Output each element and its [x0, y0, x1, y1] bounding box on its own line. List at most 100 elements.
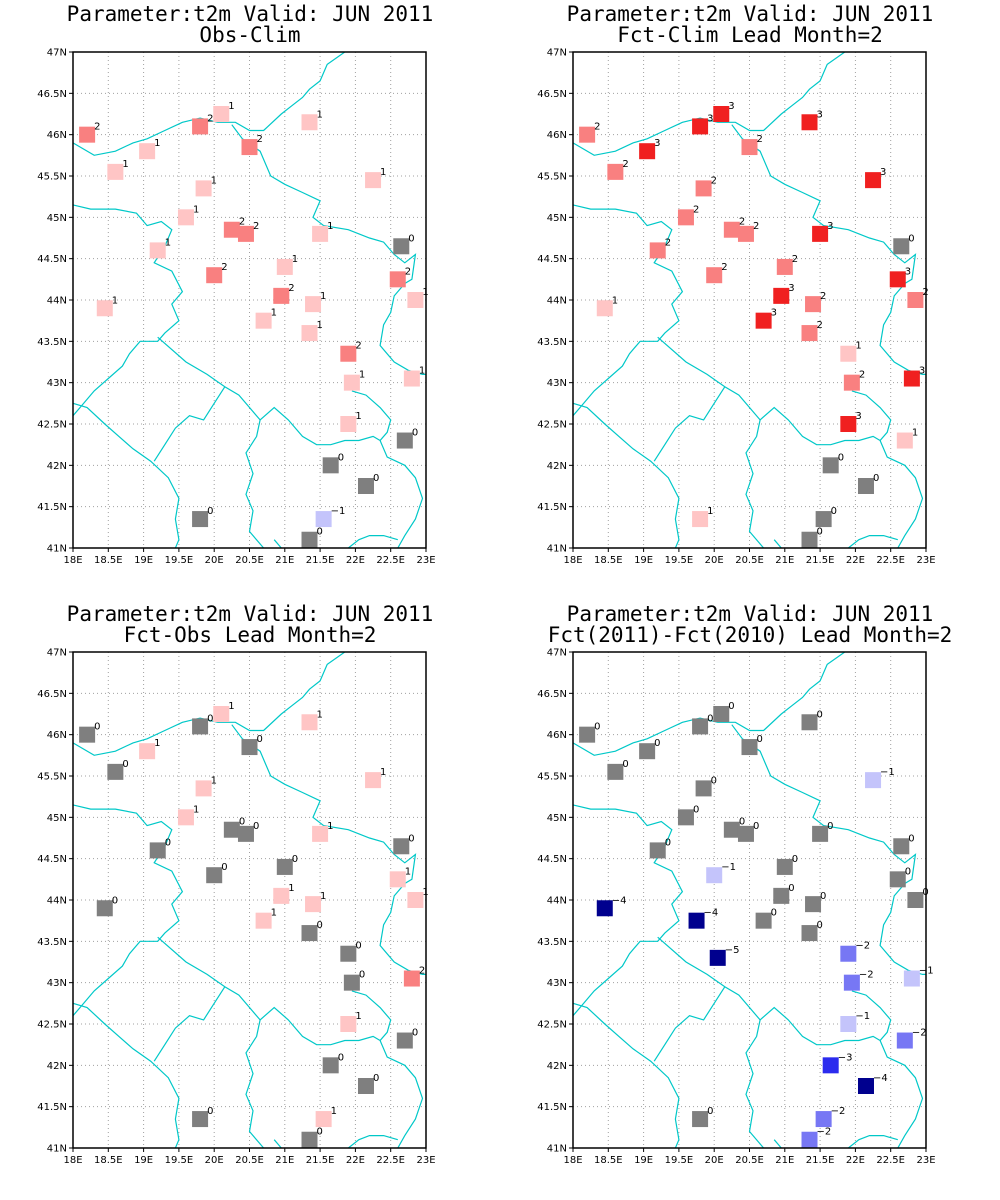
- border-line: [72, 1002, 180, 1149]
- station-marker: [801, 925, 818, 942]
- border-line: [153, 986, 226, 1062]
- station-value-label: 1: [359, 370, 365, 381]
- axes: 18E 18.5E 19E 19.5E 20E 20.5E 21E 21.5E 22E 22.5E…: [537, 648, 935, 1167]
- y-tick-label: 42.5N: [37, 420, 67, 431]
- station-marker: [192, 1111, 209, 1128]
- station-value-label: −5: [725, 945, 740, 956]
- border-line: [847, 534, 898, 549]
- borders: [72, 651, 426, 1149]
- station-value-label: 1: [271, 308, 277, 319]
- station-value-label: 0: [207, 1106, 213, 1117]
- station-value-label: 0: [292, 854, 298, 865]
- station-value-label: 2: [594, 122, 600, 133]
- station-marker: [357, 478, 374, 494]
- border-line: [851, 990, 892, 1041]
- panel-fct-clim: Parameter:t2m Valid: JUN 2011 Fct-Clim Le…: [500, 0, 1000, 580]
- border-line: [273, 539, 282, 549]
- station-value-label: 1: [228, 701, 234, 712]
- station-marker: [903, 970, 920, 987]
- x-tick-label: 20E: [705, 555, 724, 566]
- station-value-label: 0: [693, 804, 699, 815]
- station-marker: [340, 416, 357, 432]
- x-tick-label: 21.5E: [306, 555, 335, 566]
- station-marker: [801, 1131, 818, 1148]
- y-tick-label: 44N: [547, 296, 567, 307]
- station-value-label: −4: [612, 895, 627, 906]
- station-marker: [177, 809, 194, 826]
- station-value-label: 1: [405, 866, 411, 877]
- station-marker: [805, 896, 822, 913]
- station-marker: [801, 325, 818, 342]
- y-tick-label: 42.5N: [537, 1020, 567, 1031]
- station-value-label: 0: [165, 837, 171, 848]
- station-marker: [639, 143, 656, 160]
- border-line: [879, 440, 924, 549]
- station-value-label: 2: [207, 113, 213, 124]
- station-value-label: 1: [154, 738, 160, 749]
- station-marker: [403, 970, 420, 987]
- border-line: [72, 804, 184, 1017]
- station-marker: [237, 825, 254, 842]
- station-value-label: 0: [665, 837, 671, 848]
- border-line: [572, 1002, 680, 1149]
- y-tick-label: 43N: [547, 978, 567, 989]
- station-marker: [79, 126, 96, 143]
- station-value-label: −2: [912, 1028, 927, 1039]
- x-tick-label: 21.5E: [806, 1155, 835, 1166]
- station-value-label: −2: [855, 941, 870, 952]
- station-marker: [301, 531, 318, 548]
- y-tick-label: 47N: [547, 648, 567, 659]
- y-tick-label: 44.5N: [537, 854, 567, 865]
- y-tick-label: 43.5N: [537, 337, 567, 348]
- station-marker: [139, 143, 156, 160]
- station-marker: [206, 867, 223, 884]
- station-marker: [713, 106, 730, 122]
- station-marker: [649, 842, 666, 859]
- station-marker: [896, 432, 913, 449]
- x-tick-label: 20.5E: [235, 555, 264, 566]
- y-tick-label: 45N: [547, 213, 567, 224]
- x-tick-label: 19E: [134, 555, 153, 566]
- station-marker: [149, 842, 166, 859]
- y-tick-label: 41N: [547, 1144, 567, 1155]
- border-line: [731, 724, 926, 975]
- station-value-label: 1: [211, 175, 217, 186]
- border-line: [259, 406, 381, 446]
- station-value-label: 0: [207, 713, 213, 724]
- borders: [572, 51, 926, 549]
- station-marker: [365, 772, 382, 789]
- y-tick-label: 41N: [547, 544, 567, 555]
- border-line: [379, 1040, 424, 1149]
- station-value-label: −1: [855, 1011, 870, 1022]
- station-marker: [812, 825, 829, 842]
- border-line: [72, 51, 346, 156]
- station-marker: [223, 221, 240, 238]
- x-tick-label: 19E: [634, 555, 653, 566]
- station-value-label: 0: [408, 233, 414, 244]
- x-tick-label: 22.5E: [876, 555, 905, 566]
- x-tick-label: 23E: [416, 1155, 435, 1166]
- station-value-label: 1: [317, 109, 323, 120]
- station-marker: [195, 780, 212, 797]
- station-marker: [677, 809, 694, 826]
- station-value-label: 2: [820, 291, 826, 302]
- station-marker: [822, 457, 839, 474]
- station-value-label: 1: [288, 883, 294, 894]
- x-tick-label: 22.5E: [376, 555, 405, 566]
- border-line: [572, 804, 684, 1017]
- x-tick-label: 19.5E: [665, 1155, 694, 1166]
- border-line: [347, 534, 398, 549]
- station-marker: [840, 1016, 857, 1032]
- station-value-label: −2: [817, 1127, 832, 1138]
- y-tick-label: 41.5N: [537, 502, 567, 513]
- border-line: [273, 1139, 282, 1149]
- station-marker: [301, 114, 318, 131]
- station-marker: [903, 370, 920, 387]
- y-tick-label: 45.5N: [537, 772, 567, 783]
- station-marker: [709, 949, 726, 966]
- x-tick-label: 19E: [634, 1155, 653, 1166]
- station-marker: [389, 271, 406, 288]
- y-tick-label: 46N: [47, 730, 67, 741]
- x-tick-label: 18E: [63, 555, 82, 566]
- station-value-label: 0: [412, 428, 418, 439]
